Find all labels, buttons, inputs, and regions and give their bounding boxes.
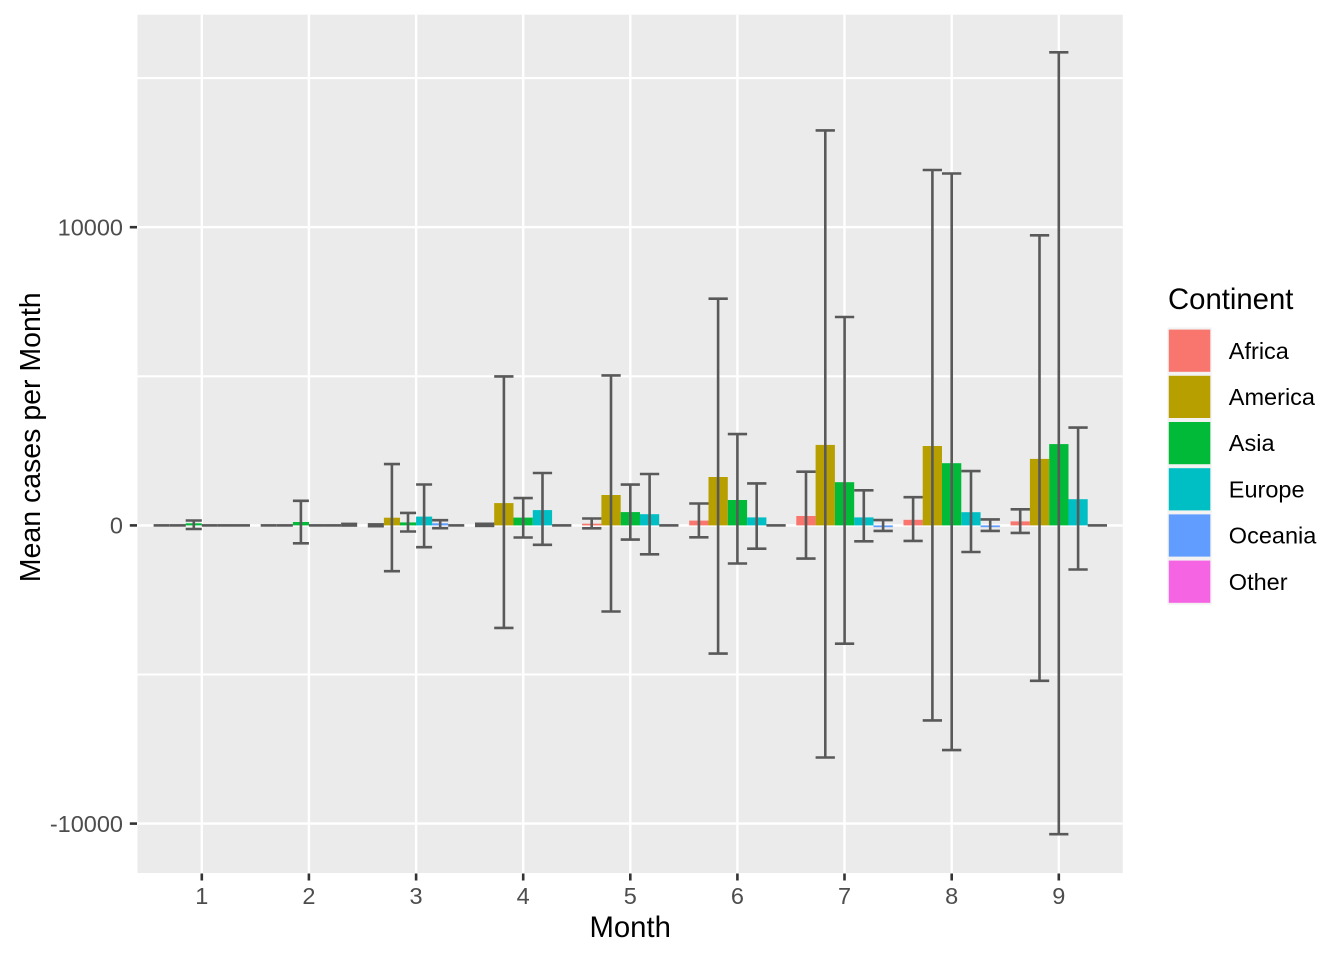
svg-text:-10000: -10000 bbox=[50, 811, 123, 837]
svg-text:Africa: Africa bbox=[1229, 338, 1290, 364]
svg-text:Continent: Continent bbox=[1168, 283, 1293, 316]
svg-text:6: 6 bbox=[731, 883, 744, 909]
svg-text:9: 9 bbox=[1052, 883, 1065, 909]
svg-text:Mean cases per Month: Mean cases per Month bbox=[15, 292, 47, 582]
svg-text:Other: Other bbox=[1229, 569, 1288, 595]
svg-text:Asia: Asia bbox=[1229, 430, 1276, 456]
svg-text:America: America bbox=[1229, 384, 1316, 410]
svg-text:5: 5 bbox=[624, 883, 637, 909]
svg-text:Oceania: Oceania bbox=[1229, 523, 1317, 549]
svg-text:7: 7 bbox=[838, 883, 851, 909]
svg-text:Europe: Europe bbox=[1229, 476, 1305, 502]
svg-text:Month: Month bbox=[589, 911, 670, 944]
svg-text:0: 0 bbox=[110, 513, 123, 539]
svg-text:3: 3 bbox=[410, 883, 423, 909]
svg-text:1: 1 bbox=[195, 883, 208, 909]
svg-text:4: 4 bbox=[517, 883, 530, 909]
svg-text:8: 8 bbox=[945, 883, 958, 909]
svg-text:2: 2 bbox=[302, 883, 315, 909]
svg-text:10000: 10000 bbox=[58, 214, 123, 240]
